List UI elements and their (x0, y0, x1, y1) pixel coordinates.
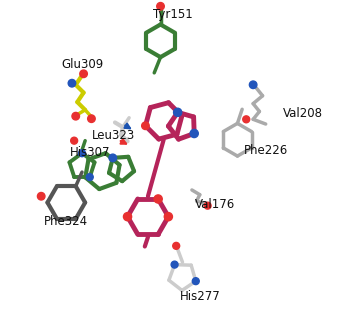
Circle shape (164, 213, 173, 221)
Circle shape (249, 81, 257, 89)
Text: Phe226: Phe226 (244, 144, 288, 157)
Circle shape (123, 213, 132, 221)
Text: Glu309: Glu309 (61, 58, 103, 71)
Text: Leu323: Leu323 (92, 128, 135, 142)
Circle shape (37, 192, 45, 200)
Circle shape (72, 112, 80, 120)
Circle shape (68, 79, 76, 87)
Circle shape (142, 122, 149, 130)
Text: Val208: Val208 (283, 106, 323, 120)
Circle shape (190, 129, 198, 138)
Circle shape (204, 202, 211, 209)
Text: Val176: Val176 (195, 198, 236, 211)
Text: Tyr151: Tyr151 (153, 8, 193, 21)
Circle shape (243, 116, 250, 123)
Circle shape (80, 70, 87, 78)
Text: Phe324: Phe324 (44, 215, 88, 228)
Circle shape (171, 261, 178, 268)
Circle shape (109, 154, 117, 162)
Circle shape (86, 174, 93, 181)
Circle shape (157, 3, 164, 10)
Text: His277: His277 (179, 290, 220, 303)
Circle shape (79, 150, 85, 157)
Circle shape (88, 115, 95, 122)
Text: His307: His307 (69, 146, 110, 159)
Circle shape (192, 278, 199, 284)
Circle shape (71, 137, 78, 144)
Circle shape (154, 195, 162, 203)
Circle shape (174, 108, 182, 116)
Circle shape (173, 242, 180, 249)
